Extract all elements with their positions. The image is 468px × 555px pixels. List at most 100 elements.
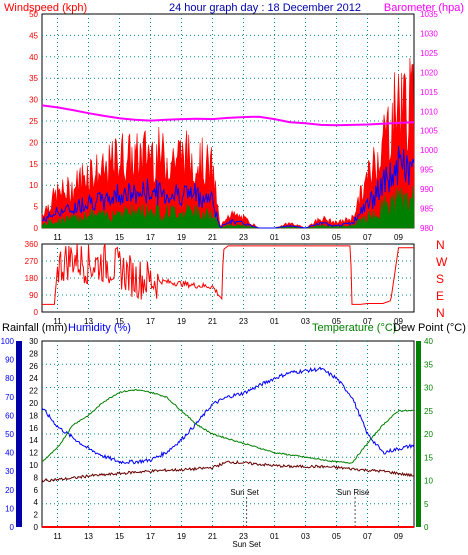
temperature-axis-label: Temperature (°C) [312,322,396,334]
wind-y-tick-40: 40 [29,53,38,62]
dir-compass-label-4: N [436,306,445,320]
dir-y-tick-360: 360 [25,240,39,249]
baro-y-tick-1035: 1035 [420,10,438,19]
temp-y-tick-40: 40 [424,337,433,346]
rain-y-tick-16: 16 [29,424,38,433]
wind-x-tick-01: 01 [270,233,279,242]
wind-x-tick-05: 05 [332,233,341,242]
rain-y-tick-24: 24 [29,374,38,383]
wind-x-tick-13: 13 [84,233,93,242]
dir-x-tick-19: 19 [177,317,186,326]
humidity-y-tick-90: 90 [5,356,14,365]
wind-y-tick-15: 15 [29,160,38,169]
temp-x-tick-07: 07 [363,532,372,541]
dir-compass-label-1: W [436,255,448,269]
wind-x-tick-07: 07 [363,233,372,242]
rain-y-tick-18: 18 [29,411,38,420]
rain-y-tick-2: 2 [34,511,39,520]
chart-title: 24 hour graph day : 18 December 2012 [169,2,361,14]
temp-x-tick-11: 11 [53,532,62,541]
humidity-axis-label: Humidity (%) [68,322,131,334]
humidity-y-tick-100: 100 [1,337,15,346]
wind-x-tick-09: 09 [394,233,403,242]
humidity-axis-bar [16,341,22,527]
humidity-y-tick-60: 60 [5,411,14,420]
wind-x-tick-11: 11 [53,233,62,242]
humidity-y-tick-20: 20 [5,486,14,495]
wind-average-series [42,145,415,229]
wind-x-tick-15: 15 [115,233,124,242]
humidity-y-tick-50: 50 [5,430,14,439]
temp-x-tick-15: 15 [115,532,124,541]
temp-x-tick-05: 05 [332,532,341,541]
wind-y-tick-10: 10 [29,181,38,190]
temperature-series [41,388,414,464]
sunrise-label: Sun Rise [337,488,370,497]
dir-y-tick-90: 90 [29,291,38,300]
wind-direction-series [42,243,414,305]
rain-y-tick-10: 10 [29,461,38,470]
dir-compass-label-0: N [436,238,445,252]
humidity-y-tick-30: 30 [5,467,14,476]
temp-x-tick-01: 01 [270,532,279,541]
rain-y-tick-14: 14 [29,436,38,445]
temp-panel-frame [41,340,415,528]
wind-x-tick-03: 03 [301,233,310,242]
humidity-series [41,366,415,465]
dir-x-tick-01: 01 [270,317,279,326]
baro-y-tick-1025: 1025 [420,49,438,58]
dir-compass-label-3: E [436,289,444,303]
sunset-label: Sun Set [230,488,259,497]
humidity-y-tick-40: 40 [5,449,14,458]
wind-y-tick-20: 20 [29,138,38,147]
temp-x-tick-23: 23 [239,532,248,541]
wind-y-tick-35: 35 [29,74,38,83]
baro-y-tick-995: 995 [420,166,434,175]
rain-y-tick-28: 28 [29,349,38,358]
dir-x-tick-11: 11 [53,317,62,326]
rain-y-tick-0: 0 [34,523,39,532]
baro-y-tick-1005: 1005 [420,127,438,136]
temp-x-tick-17: 17 [146,532,155,541]
temp-y-tick-0: 0 [424,523,429,532]
temp-y-tick-5: 5 [424,500,429,509]
temp-y-tick-10: 10 [424,477,433,486]
temp-x-tick-09: 09 [394,532,403,541]
wind-y-tick-0: 0 [34,224,39,233]
dir-x-tick-05: 05 [332,317,341,326]
dir-x-tick-23: 23 [239,317,248,326]
dir-compass-label-2: S [436,272,444,286]
wind-x-tick-17: 17 [146,233,155,242]
temp-x-tick-03: 03 [301,532,310,541]
baro-y-tick-1010: 1010 [420,107,438,116]
temp-y-tick-20: 20 [424,430,433,439]
barometer-axis-label: Barometer (hpa) [384,2,464,14]
baro-y-tick-980: 980 [420,224,434,233]
wind-low-series [41,185,415,229]
dewpoint-axis-label: Dew Point (°C) [393,322,466,334]
wind-y-tick-50: 50 [29,10,38,19]
wind-x-tick-21: 21 [208,233,217,242]
wind-gust-series [41,57,415,229]
wind-y-tick-5: 5 [34,203,39,212]
wind-y-tick-25: 25 [29,117,38,126]
baro-y-tick-1015: 1015 [420,88,438,97]
wind-x-tick-19: 19 [177,233,186,242]
dir-x-tick-09: 09 [394,317,403,326]
dir-x-tick-13: 13 [84,317,93,326]
wind-y-tick-45: 45 [29,31,38,40]
baro-y-tick-1020: 1020 [420,68,438,77]
temp-y-tick-25: 25 [424,407,433,416]
baro-y-tick-985: 985 [420,205,434,214]
dir-x-tick-17: 17 [146,317,155,326]
rain-y-tick-4: 4 [34,498,39,507]
rain-y-tick-22: 22 [29,387,38,396]
baro-y-tick-1030: 1030 [420,29,438,38]
temp-y-tick-30: 30 [424,384,433,393]
dir-y-tick-0: 0 [34,308,39,317]
windspeed-axis-label: Windspeed (kph) [4,2,87,14]
temp-y-tick-35: 35 [424,360,433,369]
temperature-axis-bar [416,341,421,527]
